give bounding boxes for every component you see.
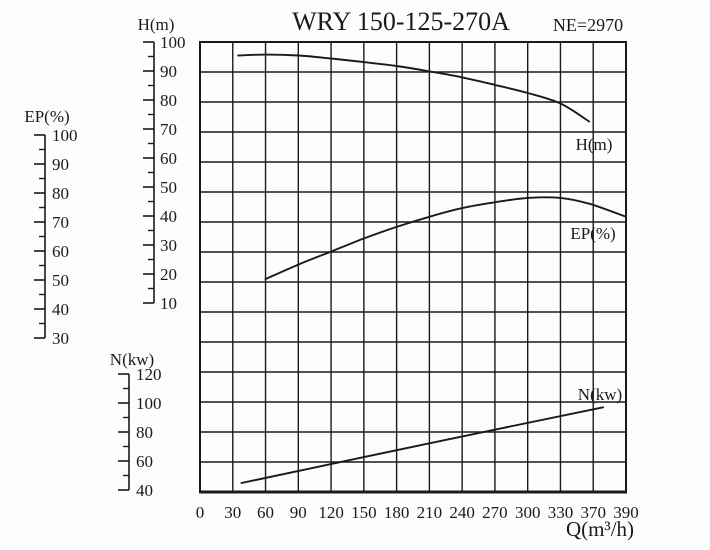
ep-tick-label: 60 <box>52 242 69 261</box>
x-tick-label: 120 <box>318 503 344 522</box>
h-curve <box>237 53 591 123</box>
ep-tick-label: 50 <box>52 271 69 290</box>
x-tick-label: 180 <box>384 503 410 522</box>
n-tick-label: 60 <box>136 452 153 471</box>
h-curve-label: H(m) <box>576 135 613 154</box>
x-tick-label: 0 <box>196 503 205 522</box>
ep-curve-label: EP(%) <box>570 224 615 243</box>
x-tick-label: 330 <box>548 503 574 522</box>
ep-tick-label: 80 <box>52 184 69 203</box>
n-tick-label: 100 <box>136 394 162 413</box>
x-tick-label: 30 <box>224 503 241 522</box>
speed-annotation: NE=2970 <box>552 15 624 35</box>
x-tick-label: 210 <box>417 503 443 522</box>
n-tick-label: 40 <box>136 481 153 500</box>
x-axis-label: Q(m³/h) <box>565 517 635 541</box>
x-tick-labels: 0 30 60 90 120 150 180 210 240 270 300 330 370 390 <box>196 503 639 522</box>
h-tick-label: 70 <box>160 120 177 139</box>
x-tick-label: 270 <box>482 503 508 522</box>
ep-tick-label: 90 <box>52 155 69 174</box>
h-tick-label: 40 <box>160 207 177 226</box>
ep-tick-label: 30 <box>52 329 69 348</box>
x-tick-label: 90 <box>290 503 307 522</box>
h-tick-label: 100 <box>160 33 186 52</box>
grid <box>199 41 627 494</box>
h-tick-label: 30 <box>160 236 177 255</box>
h-tick-label: 60 <box>160 149 177 168</box>
ep-axis-header: EP(%) <box>24 107 70 126</box>
h-tick-label: 80 <box>160 91 177 110</box>
ep-tick-label: 40 <box>52 300 69 319</box>
h-tick-label: 20 <box>160 265 177 284</box>
h-tick-label: 90 <box>160 62 177 81</box>
x-tick-label: 150 <box>351 503 377 522</box>
x-tick-label: 300 <box>515 503 541 522</box>
chart-title: WRY 150-125-270A <box>292 7 510 36</box>
n-ruler: 120 100 80 60 40 <box>118 365 162 500</box>
h-axis-header: H(m) <box>137 15 175 34</box>
n-curve-label: N(kw) <box>578 385 622 404</box>
n-tick-label: 120 <box>136 365 162 384</box>
h-tick-label: 10 <box>160 294 177 313</box>
h-ruler: 100 90 80 70 60 50 40 30 20 10 <box>143 33 186 313</box>
ep-tick-label: 100 <box>52 126 78 145</box>
n-curve <box>240 406 605 484</box>
n-tick-label: 80 <box>136 423 153 442</box>
h-tick-label: 50 <box>160 178 177 197</box>
x-tick-label: 60 <box>257 503 274 522</box>
n-axis-header: N(kw) <box>109 350 155 369</box>
x-tick-label: 240 <box>449 503 475 522</box>
ep-curve <box>264 196 627 281</box>
x-tick-label: 370 <box>580 503 606 522</box>
ep-ruler: 100 90 80 70 60 50 40 30 <box>34 126 78 348</box>
ep-tick-label: 70 <box>52 213 69 232</box>
x-tick-label: 390 <box>613 503 639 522</box>
